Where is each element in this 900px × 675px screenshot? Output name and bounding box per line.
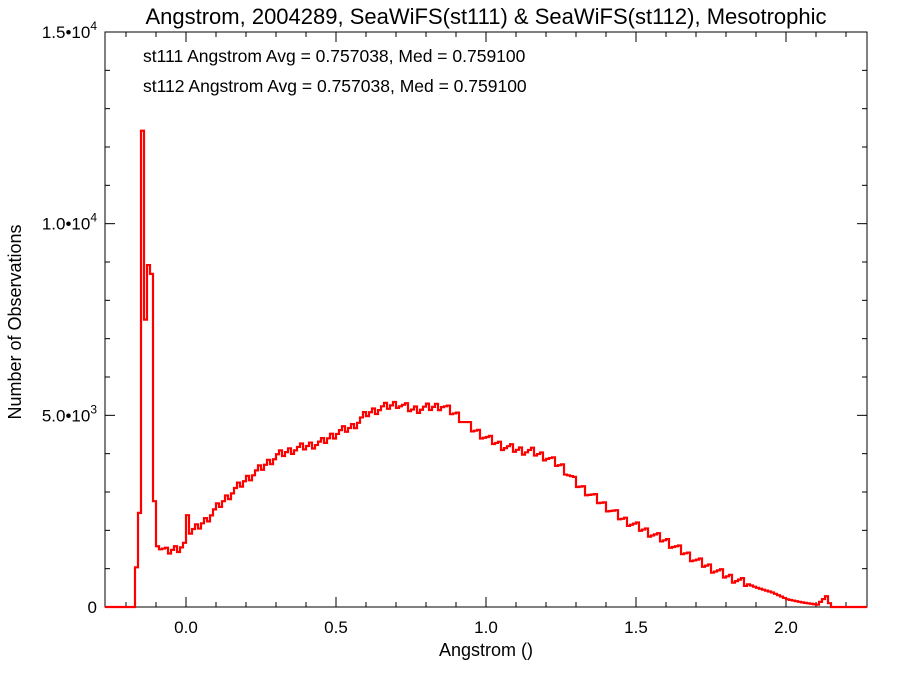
y-tick-label: 5.0•103 bbox=[42, 402, 98, 425]
x-tick-label: 1.0 bbox=[474, 618, 498, 637]
y-tick-label: 1.0•104 bbox=[42, 211, 98, 234]
annotation-layer: st111 Angstrom Avg = 0.757038, Med = 0.7… bbox=[143, 46, 527, 96]
y-axis: 0 5.0•103 1.0•104 1.5•104 bbox=[42, 19, 867, 617]
x-tick-label: 0.0 bbox=[174, 618, 198, 637]
y-axis-label: Number of Observations bbox=[5, 224, 25, 419]
plot-border bbox=[104, 31, 868, 608]
x-axis-label: Angstrom () bbox=[439, 640, 533, 660]
chart-title: Angstrom, 2004289, SeaWiFS(st111) & SeaW… bbox=[145, 4, 826, 29]
annotation-st111: st111 Angstrom Avg = 0.757038, Med = 0.7… bbox=[143, 46, 526, 66]
x-tick-label: 2.0 bbox=[774, 618, 798, 637]
x-axis: 0.0 0.5 1.0 1.5 2.0 bbox=[125, 32, 847, 637]
x-tick-label: 0.5 bbox=[324, 618, 348, 637]
y-tick-label: 1.5•104 bbox=[42, 19, 98, 42]
annotation-st112: st112 Angstrom Avg = 0.757038, Med = 0.7… bbox=[143, 76, 527, 96]
x-tick-label: 1.5 bbox=[624, 618, 648, 637]
series-st112-line bbox=[105, 129, 867, 609]
series-layer bbox=[105, 129, 867, 609]
y-tick-label: 0 bbox=[88, 598, 97, 617]
plot-frame bbox=[104, 31, 868, 608]
